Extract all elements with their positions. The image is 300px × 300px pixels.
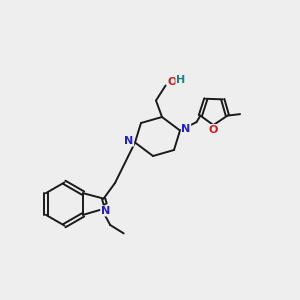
Text: O: O [167, 77, 177, 87]
Text: H: H [176, 75, 185, 85]
Text: N: N [101, 206, 110, 216]
Text: N: N [182, 124, 190, 134]
Text: O: O [209, 124, 218, 135]
Text: N: N [124, 136, 134, 146]
